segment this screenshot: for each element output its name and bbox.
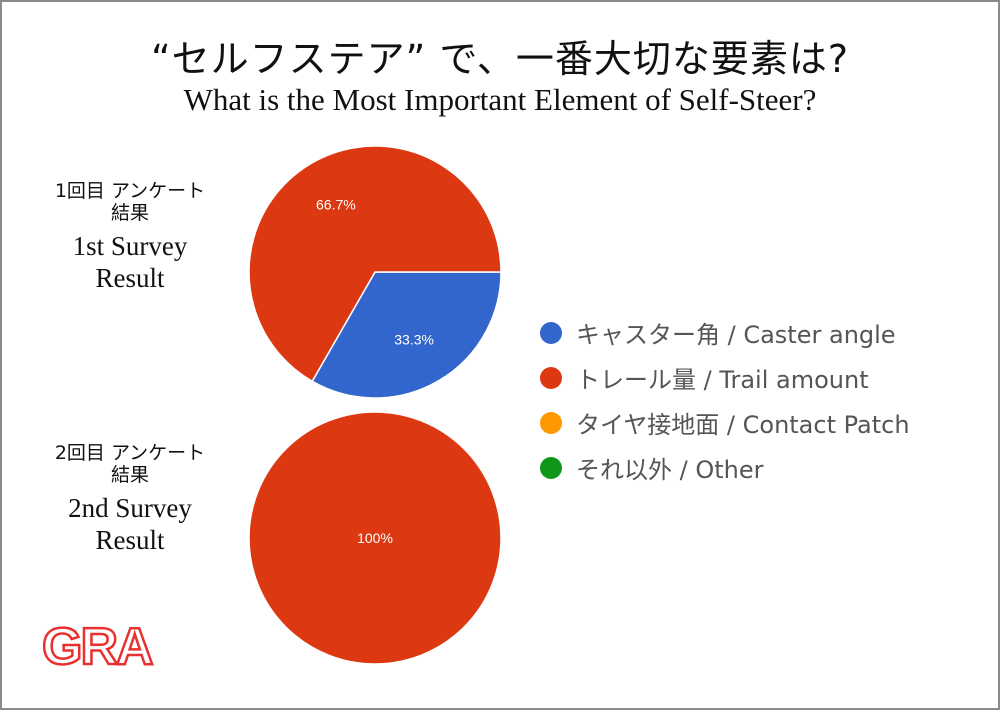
gra-logo: GRA xyxy=(40,617,190,678)
legend-swatch xyxy=(540,411,562,434)
survey-2-label-en-line1: 2nd Survey xyxy=(68,493,192,523)
pie-1-slice xyxy=(311,271,502,399)
survey-2-label-jp-line1: 2回目 アンケート xyxy=(54,442,206,464)
legend-swatch xyxy=(540,321,562,344)
pie-2-slice xyxy=(248,411,502,665)
legend-swatch xyxy=(540,456,562,479)
survey-2-label-en-line2: Result xyxy=(95,525,165,555)
legend-label: それ以外 / Other xyxy=(576,456,764,484)
legend-label: キャスター角 / Caster angle xyxy=(576,321,896,349)
survey-1-label: 1回目 アンケート 結果 1st Survey Result xyxy=(30,180,230,294)
pie-1-data-label: 33.3% xyxy=(394,332,434,348)
pie-1-slice xyxy=(248,145,502,383)
survey-1-label-jp-line2: 結果 xyxy=(110,202,149,224)
survey-2-label: 2回目 アンケート 結果 2nd Survey Result xyxy=(30,442,230,556)
legend-label: タイヤ接地面 / Contact Patch xyxy=(576,411,910,439)
survey-1-label-en-line1: 1st Survey xyxy=(72,231,188,261)
legend-item: キャスター角 / Caster angle xyxy=(540,310,910,355)
legend-item: それ以外 / Other xyxy=(540,445,910,490)
legend-item: タイヤ接地面 / Contact Patch xyxy=(540,400,910,445)
survey-1-label-jp-line1: 1回目 アンケート xyxy=(54,180,206,202)
chart-title-english: What is the Most Important Element of Se… xyxy=(183,82,817,117)
legend-label: トレール量 / Trail amount xyxy=(576,366,869,394)
legend-item: トレール量 / Trail amount xyxy=(540,355,910,400)
chart-title-japanese: “セルフステア” で、一番大切な要素は? xyxy=(150,37,850,81)
survey-1-label-en-line2: Result xyxy=(95,263,165,293)
survey-2-label-jp-line2: 結果 xyxy=(110,464,149,486)
svg-text:GRA: GRA xyxy=(42,618,153,670)
pie-1-data-label: 66.7% xyxy=(316,196,356,212)
legend-swatch xyxy=(540,366,562,389)
chart-legend: キャスター角 / Caster angle トレール量 / Trail amoun… xyxy=(540,310,910,490)
pie-2-data-label: 100% xyxy=(357,530,393,546)
